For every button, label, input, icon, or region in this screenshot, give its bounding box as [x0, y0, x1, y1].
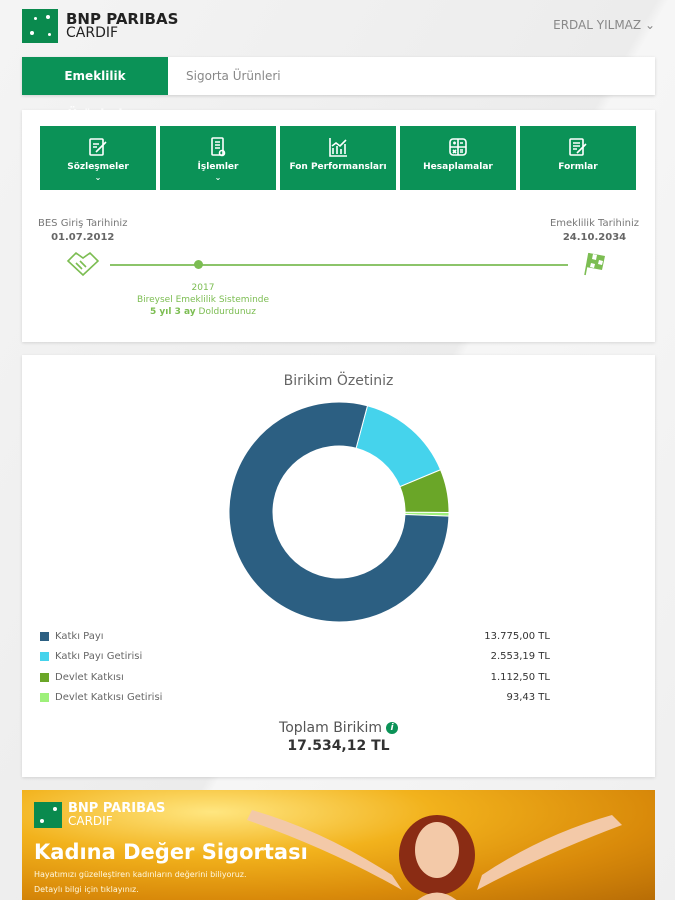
- logo-mark-icon: [22, 9, 58, 43]
- product-tabs: Emeklilik Ürünleri Sigorta Ürünleri: [22, 57, 655, 121]
- banner-subtitle: Hayatımızı güzelleştiren kadınların değe…: [34, 870, 247, 879]
- tab-emeklilik[interactable]: Emeklilik Ürünleri: [22, 57, 168, 121]
- overview-card: Sözleşmeler ⌄ İşlemler ⌄ Fon Performanslar…: [22, 110, 655, 342]
- legend-value: 13.775,00 TL: [484, 630, 550, 642]
- legend-value: 1.112,50 TL: [490, 671, 550, 683]
- legend-item: Katkı Payı Getirisi 2.553,19 TL: [40, 647, 550, 668]
- chart-icon: [329, 138, 347, 157]
- chevron-down-icon: ⌄: [94, 173, 102, 182]
- summary-title: Birikim Özetiniz: [283, 373, 394, 389]
- legend-value: 2.553,19 TL: [490, 651, 550, 663]
- donut-slice-0[interactable]: [228, 401, 450, 623]
- legend-item: Katkı Payı 13.775,00 TL: [40, 626, 550, 647]
- woman-illustration: [247, 810, 622, 900]
- savings-summary-card: Birikim Özetiniz Katkı Payı 13.775,00 TL …: [22, 355, 655, 777]
- banner-title: Kadına Değer Sigortası: [34, 840, 308, 864]
- chevron-down-icon: ⌄: [214, 173, 222, 182]
- chevron-down-icon: ⌄: [644, 18, 655, 32]
- brand-logo[interactable]: BNP PARIBAS CARDIF: [22, 9, 178, 43]
- user-menu[interactable]: ERDAL YILMAZ ⌄: [553, 18, 655, 32]
- timeline-progress-text: 2017 Bireysel Emeklilik Sisteminde 5 yıl…: [136, 283, 270, 317]
- legend-item: Devlet Katkısı 1.112,50 TL: [40, 667, 550, 688]
- logo-line2: CARDIF: [66, 25, 119, 41]
- tile-islemler[interactable]: İşlemler ⌄: [160, 126, 276, 190]
- bes-start: BES Giriş Tarihiniz 01.07.2012: [38, 218, 127, 280]
- chart-legend: Katkı Payı 13.775,00 TL Katkı Payı Getiri…: [40, 626, 550, 708]
- timeline-current-dot: [194, 260, 203, 269]
- user-name: ERDAL YILMAZ: [553, 18, 642, 32]
- timeline-line: [110, 264, 568, 266]
- tile-hesaplamalar[interactable]: Hesaplamalar: [400, 126, 516, 190]
- logo-line1: BNP PARIBAS: [66, 10, 179, 28]
- retirement-date: Emeklilik Tarihiniz 24.10.2034: [550, 218, 639, 280]
- contract-icon: [89, 138, 107, 156]
- transactions-icon: [211, 137, 226, 157]
- total-savings: Toplam Birikim i 17.534,12 TL: [22, 720, 655, 754]
- legend-item: Devlet Katkısı Getirisi 93,43 TL: [40, 688, 550, 709]
- legend-swatch: [40, 693, 49, 703]
- info-icon[interactable]: i: [385, 722, 398, 734]
- promo-banner[interactable]: BNP PARIBAS CARDIF Kadına Değer Sigortası…: [22, 790, 655, 900]
- finish-flag-icon: [584, 252, 606, 276]
- total-value: 17.534,12 TL: [287, 738, 390, 754]
- tile-formlar[interactable]: Formlar: [520, 126, 636, 190]
- tile-sozlesmeler[interactable]: Sözleşmeler ⌄: [40, 126, 156, 190]
- legend-swatch: [40, 631, 49, 641]
- tile-fon-performanslari[interactable]: Fon Performansları: [280, 126, 396, 190]
- legend-swatch: [40, 652, 49, 662]
- form-icon: [569, 138, 587, 156]
- handshake-icon: [66, 251, 99, 277]
- savings-donut-chart: [228, 401, 450, 623]
- legend-value: 93,43 TL: [506, 692, 551, 704]
- calculator-icon: [449, 138, 467, 156]
- banner-detail-link[interactable]: Detaylı bilgi için tıklayınız.: [34, 885, 139, 894]
- legend-swatch: [40, 672, 49, 682]
- tab-sigorta[interactable]: Sigorta Ürünleri: [186, 69, 281, 83]
- logo-mark-icon: [34, 802, 62, 828]
